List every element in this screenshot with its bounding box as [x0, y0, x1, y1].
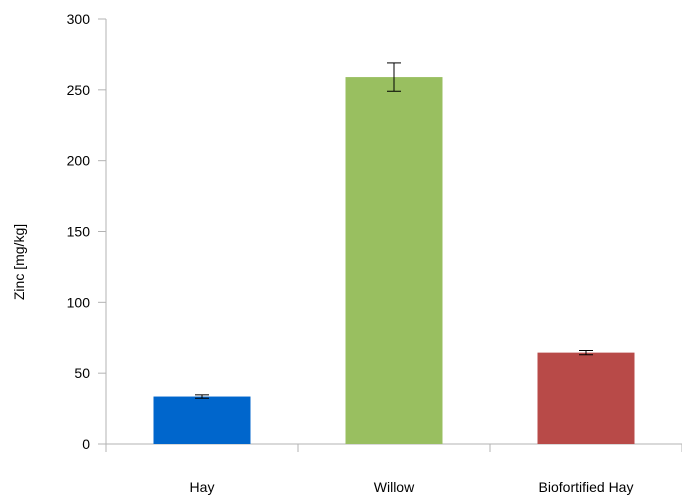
plot-area: 0 50 100 150 200 250 300 Hay Willow Biofortified … — [67, 11, 682, 495]
y-tick-label: 200 — [67, 153, 91, 169]
y-axis-label: Zinc [mg/kg] — [11, 224, 27, 300]
y-tick-label: 150 — [67, 224, 91, 240]
y-tick-label: 300 — [67, 11, 91, 27]
x-tick-label: Willow — [374, 479, 415, 495]
bar-hay — [153, 396, 251, 444]
y-tick-label: 100 — [67, 294, 91, 310]
x-tick-label: Hay — [190, 479, 215, 495]
bar-biofortified-hay — [537, 352, 635, 444]
y-tick-label: 250 — [67, 82, 91, 98]
y-tick-label: 0 — [82, 436, 90, 452]
y-tick-label: 50 — [74, 365, 90, 381]
bar-willow — [345, 77, 443, 444]
x-tick-label: Biofortified Hay — [539, 479, 634, 495]
